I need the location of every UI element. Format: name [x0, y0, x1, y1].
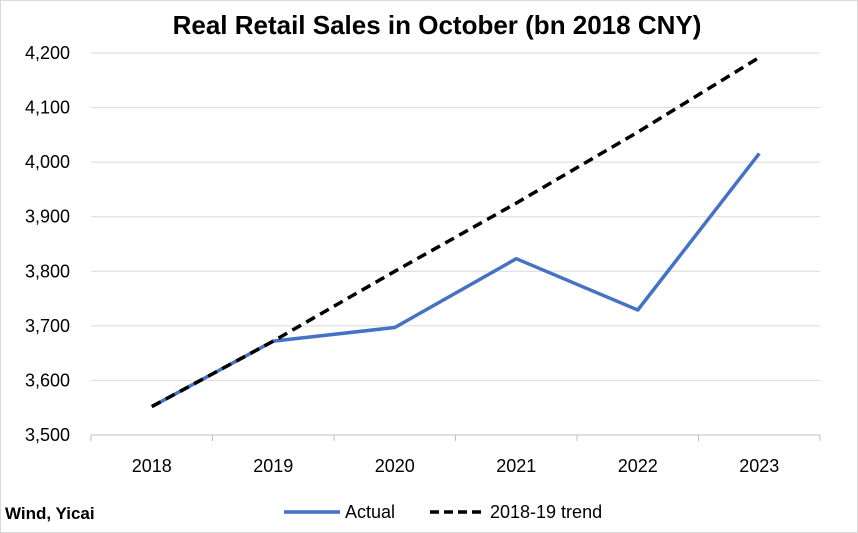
series-line-actual [150, 152, 761, 409]
y-tick-label: 4,100 [25, 98, 70, 118]
y-tick-label: 3,900 [25, 207, 70, 227]
x-tick-label: 2020 [375, 456, 415, 476]
legend-label: 2018-19 trend [490, 502, 602, 522]
axes: 3,500 3,600 3,700 3,800 3,900 4,000 4,100 4,200… [25, 43, 821, 476]
y-tick-label: 3,800 [25, 261, 70, 281]
chart-title: Real Retail Sales in October (bn 2018 CN… [172, 10, 702, 40]
source-note: Wind, Yicai [5, 504, 95, 523]
gridlines [91, 52, 820, 381]
legend-label: Actual [345, 502, 395, 522]
y-tick-label: 4,200 [25, 43, 70, 63]
y-tick-label: 4,000 [25, 152, 70, 172]
x-tick-label: 2023 [739, 456, 779, 476]
legend-entry-trend: 2018-19 trend [430, 502, 602, 522]
x-tick-label: 2019 [253, 456, 293, 476]
series-lines [150, 55, 761, 409]
y-tick-label: 3,600 [25, 370, 70, 390]
x-tick-label: 2018 [132, 456, 172, 476]
y-tick-label: 3,700 [25, 316, 70, 336]
y-tick-label: 3,500 [25, 425, 70, 445]
x-tick-label: 2022 [618, 456, 658, 476]
legend: Actual 2018-19 trend [284, 502, 602, 522]
legend-entry-actual: Actual [284, 502, 395, 522]
x-tick-label: 2021 [496, 456, 536, 476]
series-line-trend [150, 55, 761, 409]
